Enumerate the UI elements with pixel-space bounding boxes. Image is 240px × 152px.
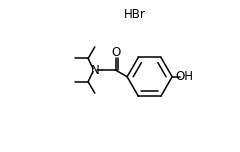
Text: HBr: HBr: [124, 8, 145, 21]
Text: OH: OH: [175, 70, 193, 83]
Text: O: O: [111, 46, 120, 59]
Text: N: N: [90, 64, 99, 77]
